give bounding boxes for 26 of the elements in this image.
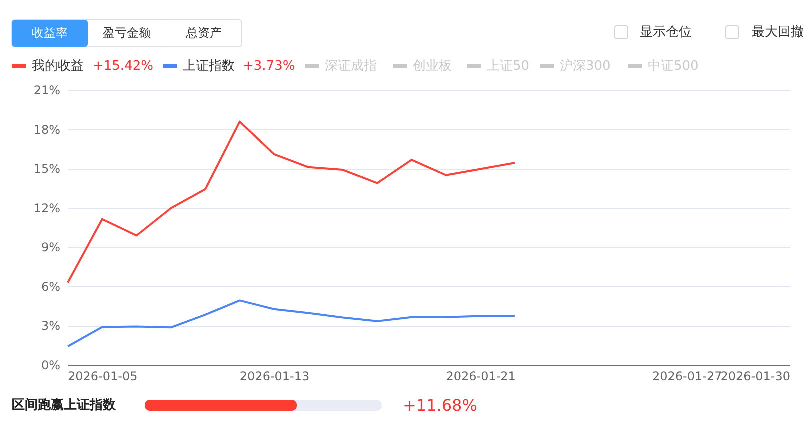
- x-tick-label: 2026-01-27: [652, 370, 722, 384]
- y-tick-label: 21%: [34, 84, 60, 98]
- legend-label: 上证指数: [183, 59, 235, 74]
- x-tick-label: 2026-01-21: [446, 370, 516, 384]
- text: +11.68%: [403, 396, 478, 415]
- y-tick-label: 6%: [41, 280, 60, 294]
- x-tick-label: 2026-01-30: [720, 370, 790, 384]
- y-tick-label: 18%: [34, 122, 60, 137]
- line-series: [67, 300, 516, 348]
- y-tick-label: 15%: [34, 162, 60, 176]
- text: 盈亏金额: [103, 26, 151, 40]
- y-tick-label: 0%: [41, 358, 60, 372]
- text: 收益率: [32, 26, 68, 40]
- text: +15.42%: [93, 59, 154, 74]
- y-tick-label: 9%: [41, 240, 60, 255]
- x-tick-label: 2026-01-13: [240, 370, 310, 384]
- line-series: [67, 120, 516, 284]
- text: 区间跑赢上证指数: [12, 397, 117, 413]
- y-tick-label: 12%: [34, 201, 60, 216]
- text: 总资产: [185, 26, 222, 40]
- text: 显示仓位: [640, 25, 692, 40]
- y-tick-label: 3%: [41, 319, 60, 334]
- legend-label: 我的收益: [32, 59, 84, 74]
- text: +3.73%: [243, 59, 296, 74]
- text: 最大回撤: [752, 25, 804, 40]
- x-tick-label: 2026-01-05: [68, 370, 138, 384]
